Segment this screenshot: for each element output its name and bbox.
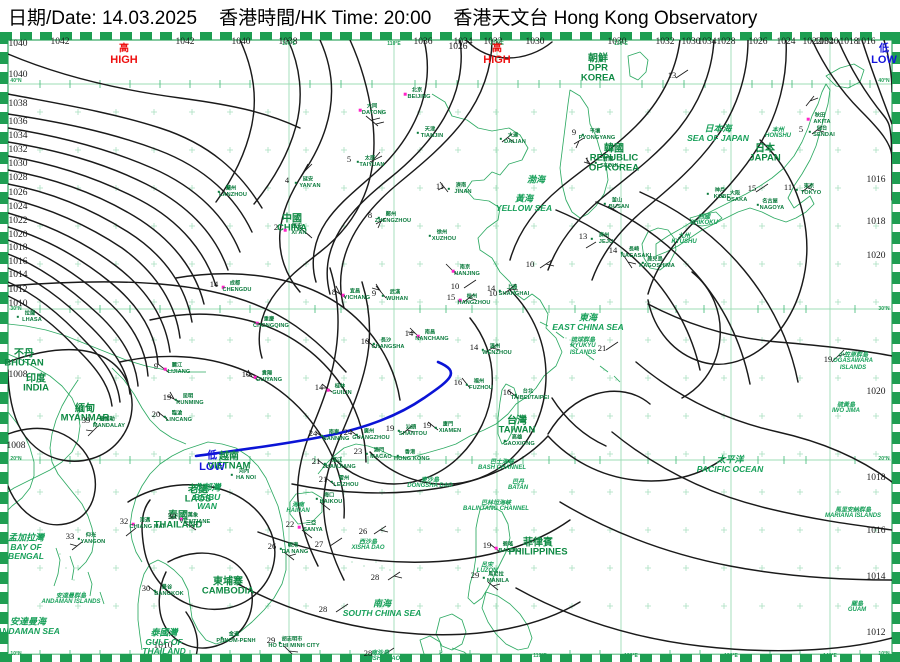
- chart-header: 日期/Date: 14.03.2025 香港時間/HK Time: 20:00 …: [0, 0, 900, 32]
- wind-barbs: [69, 69, 847, 654]
- header-organisation: 香港天文台 Hong Kong Observatory: [453, 7, 758, 29]
- header-time: 香港時間/HK Time: 20:00: [219, 7, 432, 29]
- chart-svg: [0, 32, 900, 662]
- coast-stipple: [59, 327, 617, 593]
- grid-cross-markers: [37, 109, 879, 609]
- isobars: [8, 40, 892, 654]
- surface-pressure-analysis-chart[interactable]: 1040 1042 1042 1040 1038 1036 1034 1032 1030 1030…: [0, 32, 900, 662]
- header-date: 日期/Date: 14.03.2025: [8, 7, 198, 29]
- trough-line: [194, 360, 453, 458]
